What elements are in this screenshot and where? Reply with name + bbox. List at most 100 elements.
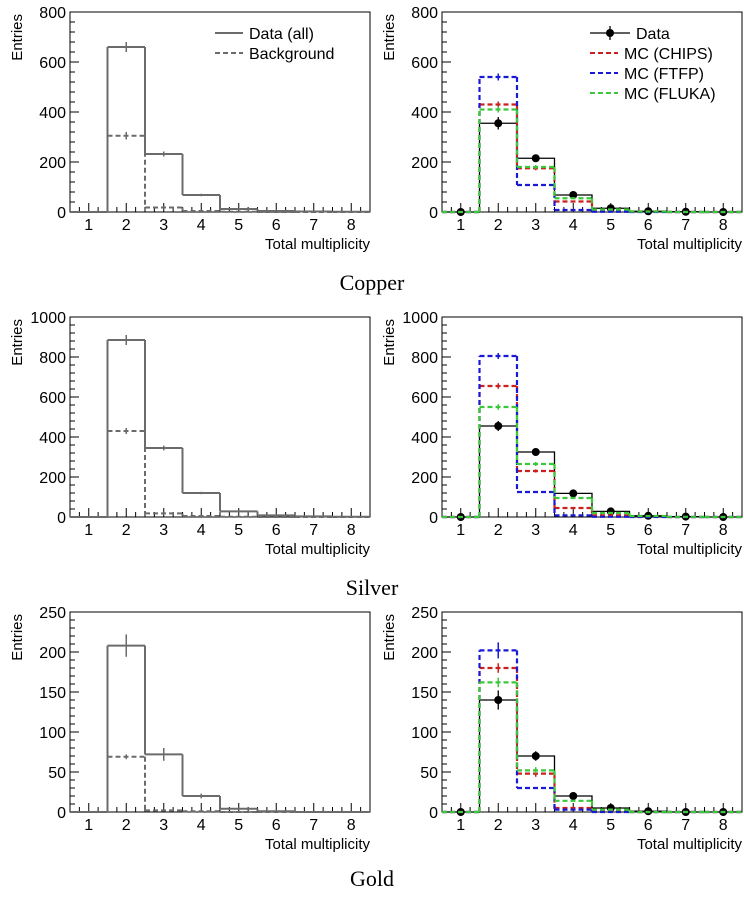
y-tick-label: 0 — [429, 805, 438, 822]
y-tick-label: 800 — [411, 350, 438, 367]
x-tick-label: 4 — [569, 817, 578, 834]
x-tick-label: 4 — [569, 217, 578, 234]
series-data-all — [70, 634, 370, 813]
data-point — [531, 752, 540, 760]
series-mc-fluka — [442, 404, 742, 519]
y-tick-label: 200 — [39, 470, 66, 487]
silver-background-chart: 0 200 400 600 800 1000 1 2 3 4 5 6 7 8 Total multiplic… — [9, 310, 371, 558]
series-data — [442, 690, 742, 816]
legend-label: Data (all) — [249, 26, 314, 43]
x-axis-label: Total multiplicity — [265, 836, 371, 853]
x-tick-label: 1 — [456, 217, 465, 234]
legend-entry: MC (FLUKA) — [590, 86, 716, 103]
x-tick-label: 7 — [681, 217, 690, 234]
x-tick-label: 3 — [531, 217, 540, 234]
y-tick-label: 100 — [411, 725, 438, 742]
plot-frame — [441, 611, 743, 813]
legend-entry: MC (CHIPS) — [590, 46, 713, 63]
series-background — [70, 754, 370, 813]
x-tick-label: 1 — [456, 817, 465, 834]
x-axis-label: Total multiplicity — [265, 236, 371, 253]
legend-label: MC (CHIPS) — [624, 46, 713, 63]
x-tick-label: 8 — [347, 817, 356, 834]
x-tick-label: 2 — [494, 817, 503, 834]
legend-label: Background — [249, 46, 334, 63]
x-tick-label: 3 — [159, 217, 168, 234]
series-mc-ftfp — [442, 642, 742, 814]
y-tick-label: 0 — [57, 510, 66, 527]
x-tick-label: 4 — [197, 217, 206, 234]
y-tick-label: 600 — [411, 55, 438, 72]
x-tick-label: 2 — [122, 217, 131, 234]
x-tick-label: 5 — [606, 522, 615, 539]
series-data-all — [70, 335, 370, 518]
legend-label: MC (FTFP) — [624, 66, 704, 83]
x-tick-label: 6 — [644, 217, 653, 234]
series-mc-fluka — [442, 677, 742, 814]
x-tick-label: 6 — [272, 817, 281, 834]
y-tick-label: 100 — [39, 725, 66, 742]
data-point — [569, 489, 578, 498]
x-tick-label: 7 — [309, 817, 318, 834]
gold-background-chart: 0 50 100 150 200 250 1 2 3 4 5 6 7 8 Total multiplicit… — [9, 605, 371, 853]
x-tick-label: 6 — [644, 522, 653, 539]
row-label-silver: Silver — [345, 575, 399, 600]
series-mc-chips — [442, 663, 742, 814]
x-tick-label: 6 — [272, 522, 281, 539]
y-tick-label: 150 — [411, 685, 438, 702]
data-histogram-line — [442, 425, 742, 518]
y-tick-label: 600 — [411, 390, 438, 407]
legend-marker — [606, 29, 614, 37]
y-axis-label: Entries — [381, 614, 398, 661]
y-tick-label: 800 — [39, 350, 66, 367]
y-tick-label: 600 — [39, 390, 66, 407]
x-tick-label: 6 — [272, 217, 281, 234]
y-axis-label: Entries — [9, 614, 26, 661]
x-tick-label: 8 — [719, 217, 728, 234]
x-tick-label: 5 — [606, 817, 615, 834]
x-axis-label: Total multiplicity — [637, 236, 743, 253]
x-tick-label: 1 — [84, 817, 93, 834]
data-point — [531, 154, 540, 163]
y-tick-label: 200 — [39, 645, 66, 662]
x-tick-label: 3 — [159, 522, 168, 539]
x-axis-label: Total multiplicity — [265, 541, 371, 558]
y-axis-label: Entries — [381, 319, 398, 366]
x-tick-label: 4 — [197, 522, 206, 539]
series-background — [70, 132, 370, 213]
y-tick-label: 400 — [39, 105, 66, 122]
data-histogram-line — [442, 699, 742, 813]
legend-entry: Background — [215, 46, 334, 63]
x-tick-label: 2 — [494, 522, 503, 539]
y-tick-label: 1000 — [30, 310, 66, 327]
legend-label: Data — [636, 26, 670, 43]
data-point — [606, 507, 615, 516]
series-mc-ftfp — [442, 353, 742, 519]
x-tick-label: 3 — [531, 522, 540, 539]
data-point — [531, 448, 540, 456]
x-axis-label: Total multiplicity — [637, 836, 743, 853]
x-tick-label: 7 — [681, 522, 690, 539]
y-tick-label: 800 — [39, 5, 66, 22]
x-tick-label: 1 — [456, 522, 465, 539]
y-tick-label: 200 — [411, 470, 438, 487]
y-tick-label: 0 — [429, 510, 438, 527]
y-tick-label: 150 — [39, 685, 66, 702]
x-tick-label: 5 — [234, 817, 243, 834]
y-tick-label: 400 — [39, 430, 66, 447]
x-axis-label: Total multiplicity — [637, 541, 743, 558]
y-tick-label: 600 — [39, 55, 66, 72]
x-tick-label: 3 — [159, 817, 168, 834]
legend-entry: MC (FTFP) — [590, 66, 704, 83]
y-axis-label: Entries — [9, 14, 26, 61]
x-tick-label: 7 — [309, 522, 318, 539]
x-tick-label: 5 — [606, 217, 615, 234]
x-tick-label: 2 — [494, 217, 503, 234]
y-tick-label: 200 — [411, 155, 438, 172]
silver-mc-comparison-chart: 0 200 400 600 800 1000 1 2 3 4 5 6 7 8 Total multiplic… — [381, 310, 743, 558]
x-tick-label: 1 — [84, 522, 93, 539]
y-axis-label: Entries — [9, 319, 26, 366]
y-tick-label: 200 — [411, 645, 438, 662]
plot-frame — [441, 316, 743, 518]
x-tick-label: 7 — [309, 217, 318, 234]
